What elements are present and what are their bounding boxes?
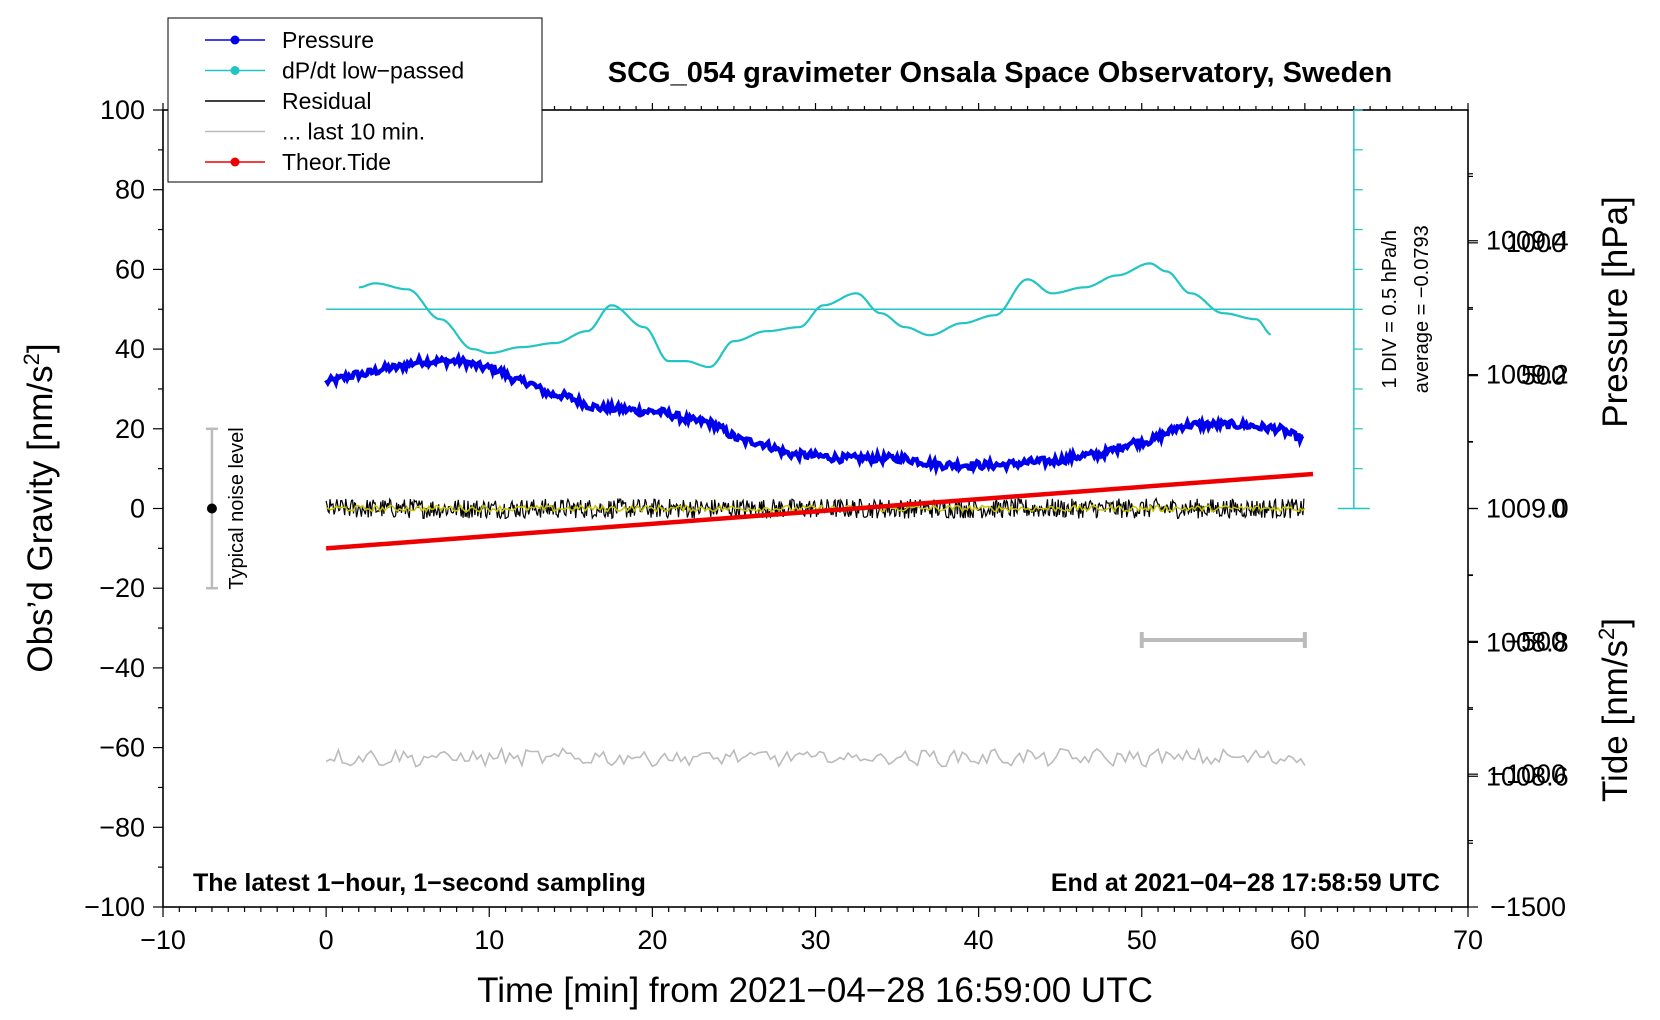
x-tick-label: 20: [637, 925, 667, 955]
y-tick-label: −60: [99, 733, 145, 763]
y-tick-label: 100: [100, 95, 145, 125]
annotation-sampling: The latest 1−hour, 1−second sampling: [193, 869, 646, 897]
y-axis-label-tide: Tide [nm/s2]: [1594, 618, 1635, 802]
x-tick-label: 0: [319, 925, 334, 955]
last-10-min-bar: [1139, 632, 1307, 649]
y-tick-label: −40: [99, 653, 145, 683]
y-axis-label-left-close: ]: [21, 343, 60, 353]
noise-level-bar: [205, 427, 218, 590]
x-tick-label: 70: [1453, 925, 1483, 955]
y-tick-label: 80: [115, 175, 145, 205]
legend-label: Theor.Tide: [282, 149, 391, 175]
tide-tick-label: 1000: [1506, 228, 1566, 258]
y-tick-label: −100: [84, 892, 145, 922]
tide-tick-label: 500: [1521, 361, 1566, 391]
series-dpdt-low-passed: [358, 262, 1272, 369]
y-tick-label: 20: [115, 414, 145, 444]
y-tick-label: 40: [115, 334, 145, 364]
x-axis-label: Time [min] from 2021−04−28 16:59:00 UTC: [477, 971, 1153, 1010]
legend-swatch-marker: [230, 66, 240, 75]
y-axis-label-tide-close: ]: [1596, 618, 1635, 628]
tide-tick-label: −500: [1505, 626, 1566, 656]
x-tick-label: 10: [474, 925, 504, 955]
legend-label: dP/dt low−passed: [282, 58, 464, 84]
annotation-end-time: End at 2021−04−28 17:58:59 UTC: [1051, 869, 1440, 897]
y-tick-label: −20: [99, 573, 145, 603]
x-tick-label: 40: [964, 925, 994, 955]
chart-title: SCG_054 gravimeter Onsala Space Observat…: [608, 57, 1392, 89]
y-tick-label: −80: [99, 812, 145, 842]
y-axis-label-left-sup: 2: [19, 353, 44, 365]
y-axis-label-left-main: Obs’d Gravity [nm/s: [21, 365, 60, 672]
x-tick-label: 50: [1127, 925, 1157, 955]
y-tick-label: 0: [130, 494, 145, 524]
series-last-10-min: [325, 746, 1306, 768]
pressure-axis-ticks: 1009.4 1009.2 1009.0 1008.8 1008.6: [1468, 173, 1569, 844]
x-tick-label: 60: [1290, 925, 1320, 955]
x-tick-label: 30: [800, 925, 830, 955]
x-axis-ticks: −10 0 10 20 30 40 50 60 70: [140, 103, 1483, 955]
noise-bar-center-dot: [206, 503, 217, 514]
noise-level-label: Typical noise level: [226, 427, 248, 589]
y-axis-label-tide-sup: 2: [1594, 628, 1619, 640]
x-tick-label: −10: [140, 925, 186, 955]
y-tick-label: 60: [115, 254, 145, 284]
legend-entries: Pressure dP/dt low−passed Residual ... last…: [205, 27, 464, 175]
tide-tick-label: 0: [1551, 494, 1566, 524]
legend-box: [167, 17, 543, 183]
y-axis-ticks: 100 80 60 40 20 0 −20 −40 −60 −80 −100: [84, 95, 163, 922]
pressure-tick-label: 1008.8: [1486, 627, 1569, 657]
legend-swatch-marker: [230, 35, 240, 45]
series-residual-smoothed: [325, 503, 1306, 514]
pressure-tick-label: 1009.0: [1486, 494, 1569, 524]
legend-label: Pressure: [282, 27, 374, 53]
tide-tick-label: −1000: [1490, 759, 1566, 789]
series-residual: [325, 497, 1305, 520]
legend-label: ... last 10 min.: [282, 119, 425, 145]
tide-tick-label: −1500: [1490, 892, 1566, 922]
pressure-tick-label: 1009.2: [1486, 360, 1569, 390]
legend-label: Residual: [282, 88, 372, 114]
legend: Pressure dP/dt low−passed Residual ... last…: [167, 17, 543, 183]
y-axis-label-tide-main: Tide [nm/s: [1596, 640, 1635, 802]
scale-bar-average-label: average = −0.0793: [1411, 225, 1433, 393]
tide-axis-ticks: 1000 500 0 −500 −1000 −1500: [1468, 175, 1566, 922]
series-pressure: [324, 350, 1305, 477]
y-axis-label-left: Obs’d Gravity [nm/s2]: [19, 343, 60, 672]
series-theor-tide: [325, 471, 1314, 551]
scale-bar-div-label: 1 DIV = 0.5 hPa/h: [1379, 230, 1401, 388]
y-axis-label-pressure: Pressure [hPa]: [1596, 196, 1635, 428]
pressure-tick-label: 1009.4: [1486, 226, 1569, 256]
pressure-tick-label: 1008.6: [1486, 761, 1569, 791]
dpdt-scale-bar: [1337, 109, 1370, 510]
legend-swatch-marker: [230, 157, 240, 167]
